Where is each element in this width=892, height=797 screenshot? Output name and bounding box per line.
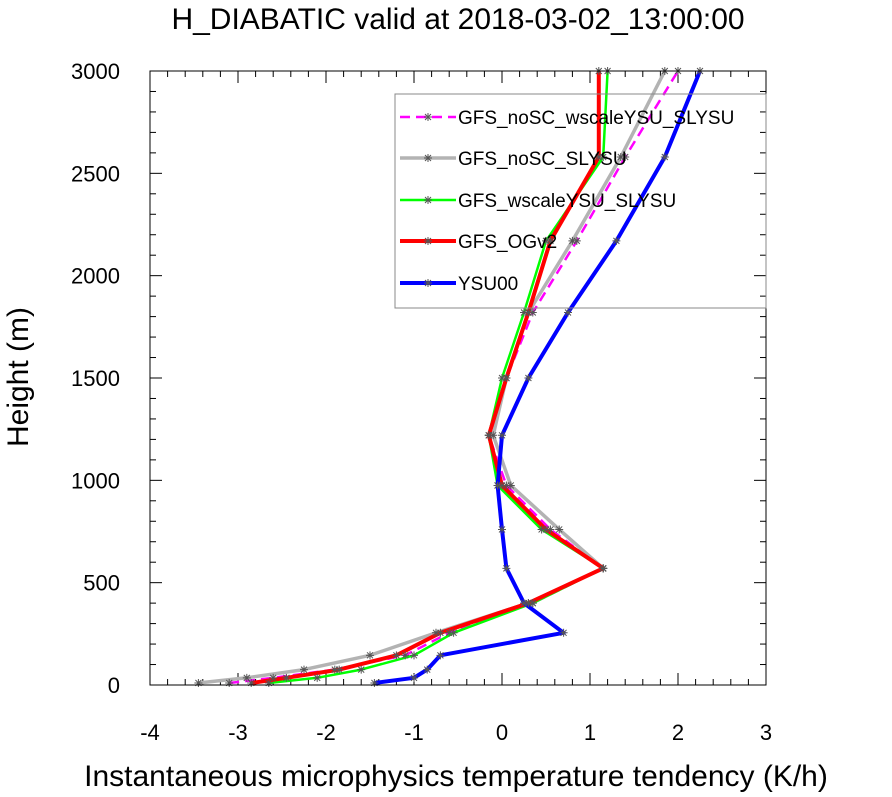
data-point-marker [572,236,581,245]
data-point-marker [225,678,234,687]
x-tick-label: -2 [316,720,336,745]
x-tick-label: 1 [584,720,596,745]
data-point-marker [660,152,669,161]
legend: GFS_noSC_wscaleYSU_SLYSU GFS_noSC_SLYSU GF… [394,93,767,309]
data-point-marker [502,481,511,490]
data-point-marker [370,678,379,687]
x-axis-label: Instantaneous microphysics temperature t… [84,760,828,793]
series-lines [194,67,704,687]
data-point-marker [489,431,498,440]
data-point-marker [330,665,339,674]
data-point-marker [392,651,401,660]
data-point-marker [498,431,506,440]
legend-label: GFS_wscaleYSU_SLYSU [458,191,676,212]
tick-labels: -4 -3 -2 -1 0 1 2 3 0 500 1000 1500 2000 2500 3000 [71,59,772,745]
data-point-marker [436,651,445,660]
data-point-marker [300,665,308,674]
x-tick-label: 3 [760,720,772,745]
data-point-marker [242,673,251,682]
data-point-marker [432,628,440,637]
data-point-marker [524,308,533,317]
y-tick-label: 500 [83,571,120,596]
data-point-marker [524,374,533,382]
legend-marker [424,279,432,287]
data-point-marker [546,525,555,534]
data-point-marker [282,673,291,682]
data-point-marker [559,628,568,637]
data-point-marker [542,236,550,245]
legend-label: GFS_noSC_SLYSU [458,149,627,170]
y-tick-label: 0 [108,673,120,698]
data-point-marker [546,236,555,245]
data-point-marker [502,564,511,573]
data-point-marker [269,673,278,682]
data-point-marker [264,678,273,687]
data-point-marker [493,481,502,490]
y-tick-label: 2500 [71,161,120,186]
x-tick-label: 2 [672,720,684,745]
data-point-marker [564,308,572,317]
y-tick-label: 1000 [71,468,120,493]
data-point-marker [568,236,577,245]
data-point-marker [498,374,506,382]
legend-box [394,93,767,309]
data-point-marker [520,599,528,608]
data-point-marker [502,374,511,382]
data-point-marker [423,665,432,674]
data-point-marker [313,673,322,682]
legend-label: GFS_OGv2 [458,232,557,253]
y-tick-label: 3000 [71,59,120,84]
data-point-marker [506,481,515,490]
data-point-marker [410,673,418,682]
data-point-marker [524,599,533,608]
legend-marker [424,154,432,162]
data-point-marker [498,481,506,490]
data-point-marker [401,651,410,660]
data-point-marker [542,525,550,534]
data-point-marker [621,152,630,161]
data-point-marker [599,152,608,161]
data-point-marker [599,564,608,573]
y-tick-label: 1500 [71,366,120,391]
data-point-marker [498,525,506,534]
data-point-marker [247,678,256,687]
x-tick-label: -1 [404,720,424,745]
data-point-marker [449,628,458,637]
data-point-marker [436,628,445,637]
y-tick-label: 2000 [71,264,120,289]
chart-title: H_DIABATIC valid at 2018-03-02_13:00:00 [171,3,744,36]
data-point-marker [594,152,603,161]
legend-marker [424,237,432,245]
data-point-marker [537,525,546,534]
y-axis-label: Height (m) [2,307,35,447]
legend-marker [424,196,432,204]
x-tick-label: 0 [496,720,508,745]
plot-frame [149,70,767,686]
data-point-marker [357,665,366,674]
data-point-marker [528,599,537,608]
x-tick-label: -3 [228,720,248,745]
data-point-marker [555,525,564,534]
data-point-marker [616,152,625,161]
data-point-marker [445,628,454,637]
data-point-marker [194,678,203,687]
data-point-marker [612,236,621,245]
legend-marker [424,113,432,121]
legend-label: GFS_noSC_wscaleYSU_SLYSU [458,108,734,129]
data-point-marker [410,651,418,660]
data-point-marker [484,431,493,440]
data-point-marker [520,308,528,317]
data-point-marker [366,651,374,660]
data-point-marker [528,308,537,317]
legend-label: YSU00 [458,274,518,295]
x-tick-label: -4 [140,720,160,745]
data-point-marker [335,665,344,674]
